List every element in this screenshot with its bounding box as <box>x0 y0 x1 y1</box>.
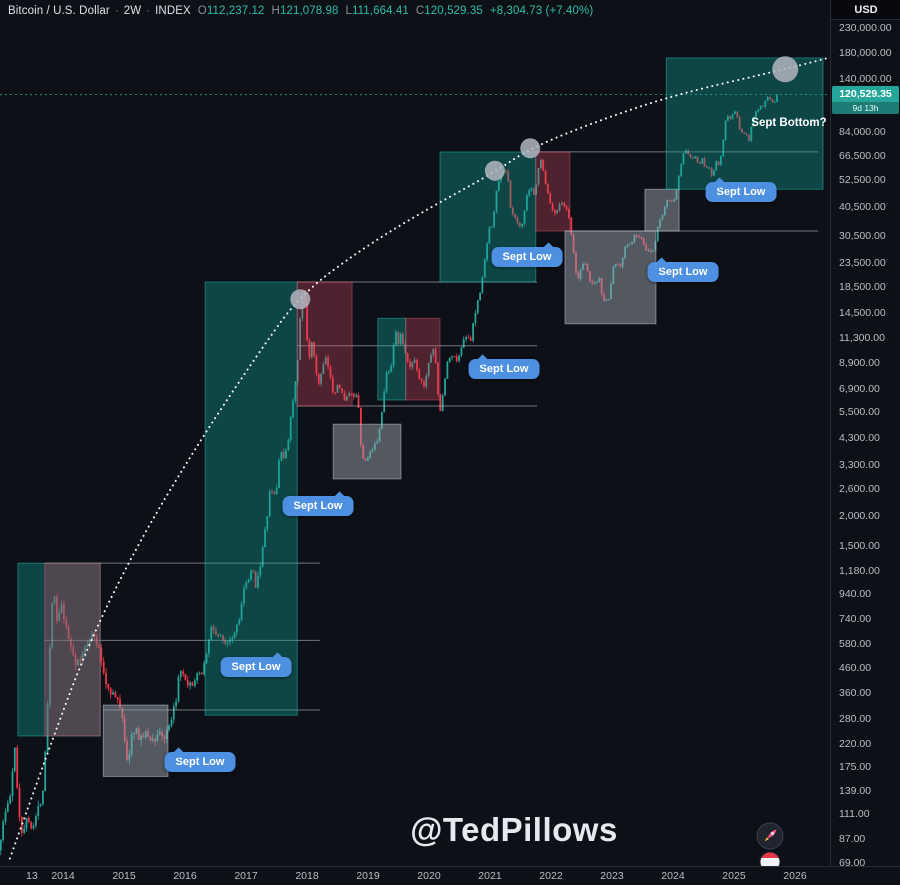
watermark: @TedPillows <box>410 811 618 848</box>
price-tick-label: 14,500.00 <box>839 306 886 319</box>
time-tick-label: 2018 <box>295 870 319 882</box>
price-tick-label: 8,900.00 <box>839 356 880 369</box>
price-tick-label: 1,180.00 <box>839 564 880 577</box>
price-tick-label: 111.00 <box>839 808 870 821</box>
time-tick-label: 2026 <box>783 870 807 882</box>
cycle-bear-box[interactable] <box>44 562 101 737</box>
sept-low-callout[interactable]: Sept Low <box>705 182 777 202</box>
low-value: 111,664.41 <box>352 5 409 17</box>
separator-dot: · <box>146 5 151 17</box>
time-tick-label: 2017 <box>234 870 258 882</box>
reaction-stickers <box>756 822 784 866</box>
time-tick-label: 13 <box>26 870 38 882</box>
cycle-top-circle[interactable] <box>520 138 541 159</box>
price-tick-label: 18,500.00 <box>839 281 886 294</box>
exchange-label[interactable]: INDEX <box>155 5 191 17</box>
candlestick-chart[interactable] <box>0 0 830 866</box>
time-axis[interactable]: 13 2014 2015 2016 2017 2018 2019 2020 2021 2022 20… <box>0 866 900 885</box>
growth-curve[interactable] <box>8 52 830 860</box>
cycle-bull-box[interactable] <box>204 281 298 716</box>
cycle-bull-box[interactable] <box>377 317 407 401</box>
price-tick-label: 1,500.00 <box>839 540 880 553</box>
sept-low-callout[interactable]: Sept Low <box>164 752 236 772</box>
bar-countdown: 9d 13h <box>832 101 899 114</box>
price-tick-label: 66,500.00 <box>839 149 886 162</box>
open-value: 112,237.12 <box>206 5 265 17</box>
last-price-tag: 120,529.35 9d 13h <box>832 85 899 114</box>
close-value: 120,529.35 <box>424 5 483 17</box>
price-tick-label: 460.00 <box>839 661 872 674</box>
high-value: 121,078.98 <box>279 5 339 17</box>
last-price-value: 120,529.35 <box>832 85 899 102</box>
price-tick-label: 3,300.00 <box>839 458 880 471</box>
cycle-top-circle[interactable] <box>290 289 311 310</box>
price-tick-label: 360.00 <box>839 686 872 699</box>
roundel-sticker-icon[interactable] <box>759 851 781 866</box>
time-tick-label: 2020 <box>417 870 441 882</box>
price-tick-label: 87.00 <box>839 833 866 846</box>
cycle-bull-box[interactable] <box>665 57 824 190</box>
sept-low-callout[interactable]: Sept Low <box>468 359 540 379</box>
rocket-sticker-icon[interactable] <box>756 822 784 850</box>
cycle-top-circle[interactable] <box>772 56 799 83</box>
price-tick-label: 280.00 <box>839 712 872 725</box>
cycle-low-box[interactable] <box>564 230 657 325</box>
open-key: O <box>197 5 207 17</box>
time-tick-label: 2025 <box>722 870 746 882</box>
cycle-bear-box[interactable] <box>535 151 571 232</box>
price-tick-label: 940.00 <box>839 588 872 601</box>
time-tick-label: 2016 <box>173 870 197 882</box>
price-tick-label: 5,500.00 <box>839 406 880 419</box>
time-tick-label: 2014 <box>51 870 75 882</box>
symbol-title[interactable]: Bitcoin / U.S. Dollar <box>8 5 110 17</box>
price-tick-label: 11,300.00 <box>839 332 885 345</box>
cycle-bear-box[interactable] <box>405 317 441 401</box>
time-tick-label: 2021 <box>478 870 502 882</box>
price-tick-label: 175.00 <box>839 761 872 774</box>
price-tick-label: 220.00 <box>839 737 872 750</box>
price-tick-label: 6,900.00 <box>839 382 880 395</box>
symbol-ohlc-bar: Bitcoin / U.S. Dollar · 2W · INDEX O 112… <box>8 5 593 17</box>
low-key: L <box>345 5 353 17</box>
close-key: C <box>415 5 425 17</box>
separator-dot: · <box>114 5 119 17</box>
price-tick-label: 30,500.00 <box>839 229 886 242</box>
time-tick-label: 2019 <box>356 870 380 882</box>
price-tick-label: 4,300.00 <box>839 431 880 444</box>
price-tick-label: 52,500.00 <box>839 174 886 187</box>
sept-low-callout[interactable]: Sept Low <box>282 496 354 516</box>
time-tick-label: 2023 <box>600 870 624 882</box>
price-tick-label: 23,500.00 <box>839 256 886 269</box>
price-tick-label: 2,600.00 <box>839 483 880 496</box>
price-tick-label: 580.00 <box>839 637 872 650</box>
price-tick-label: 2,000.00 <box>839 510 880 523</box>
time-tick-label: 2015 <box>112 870 136 882</box>
time-tick-label: 2022 <box>539 870 563 882</box>
sept-low-callout[interactable]: Sept Low <box>220 657 292 677</box>
price-tick-label: 84,000.00 <box>839 125 886 138</box>
price-tick-label: 230,000.00 <box>839 22 892 34</box>
price-tick-label: 139.00 <box>839 784 872 797</box>
sept-bottom-label[interactable]: Sept Bottom? <box>751 117 827 129</box>
sept-low-callout[interactable]: Sept Low <box>647 262 719 282</box>
price-axis[interactable]: USD 230,000.00 180,000.00 140,000.00 84,000… <box>830 0 900 869</box>
cycle-low-box[interactable] <box>102 704 169 777</box>
currency-button[interactable]: USD <box>831 0 900 20</box>
price-tick-label: 180,000.00 <box>839 47 892 60</box>
price-tick-label: 40,500.00 <box>839 200 886 213</box>
time-tick-label: 2024 <box>661 870 685 882</box>
interval-label[interactable]: 2W <box>123 5 142 17</box>
change-value: +8,304.73 (+7.40%) <box>489 5 594 17</box>
high-key: H <box>271 5 280 17</box>
sept-low-callout[interactable]: Sept Low <box>491 247 563 267</box>
chart-pane[interactable]: Sept Low Sept Low Sept Low Sept Low Sept Low… <box>0 0 830 866</box>
price-tick-label: 740.00 <box>839 612 872 625</box>
price-tick-label: 140,000.00 <box>839 73 892 86</box>
cycle-low-box[interactable] <box>644 188 680 232</box>
cycle-top-circle[interactable] <box>484 160 505 181</box>
cycle-low-box[interactable] <box>332 423 402 480</box>
